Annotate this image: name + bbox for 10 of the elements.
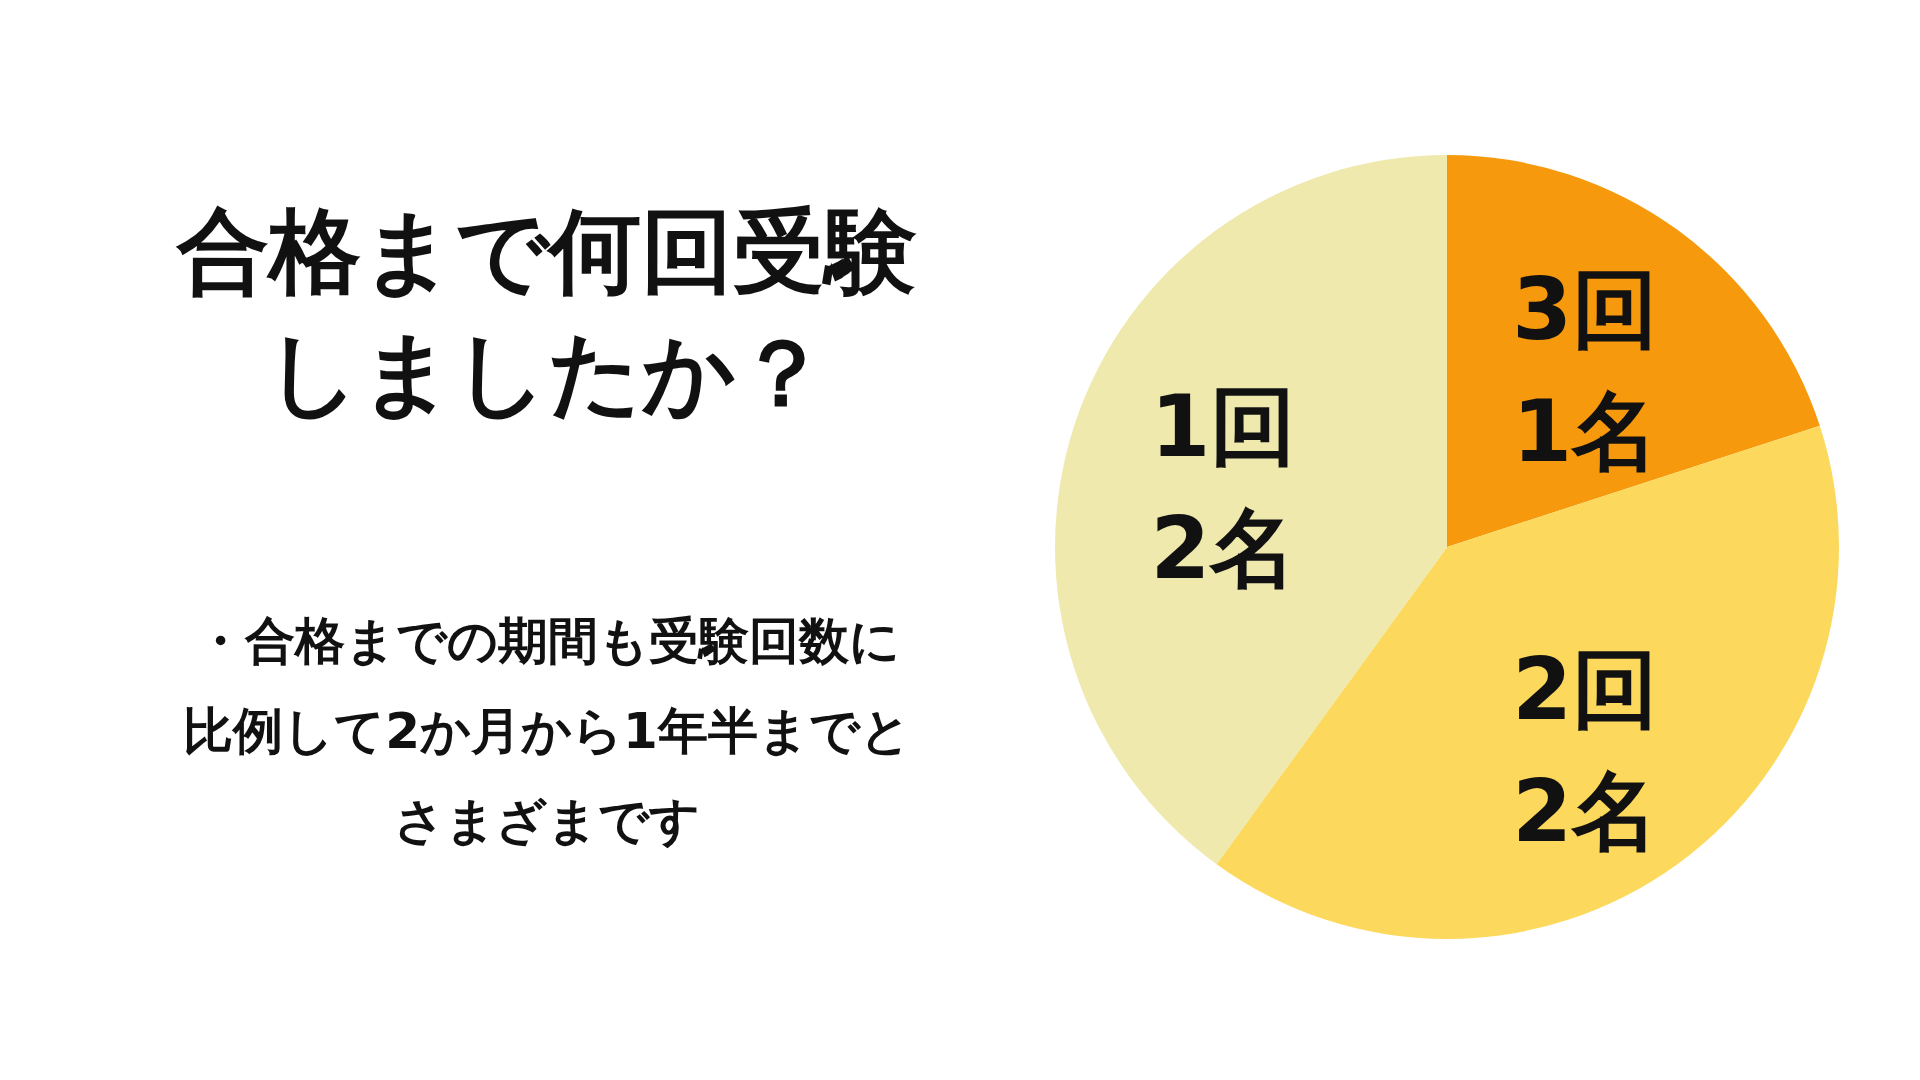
text: 合格まで何回受験しましたか？: [175, 198, 917, 427]
text: ・合格までの期間も受験回数に比例して2か月から1年半までとさまざまです: [183, 612, 911, 850]
data-label: 2名: [1512, 761, 1659, 862]
data-label: 2名: [1150, 498, 1297, 599]
slice-label: 3回: [1512, 258, 1659, 359]
pie-slice: [1055, 155, 1447, 865]
pie-slice: [1447, 155, 1820, 547]
slice-label: 1回: [1150, 376, 1297, 477]
slice-label: 2回: [1512, 639, 1659, 740]
data-label: 1名: [1512, 380, 1659, 481]
